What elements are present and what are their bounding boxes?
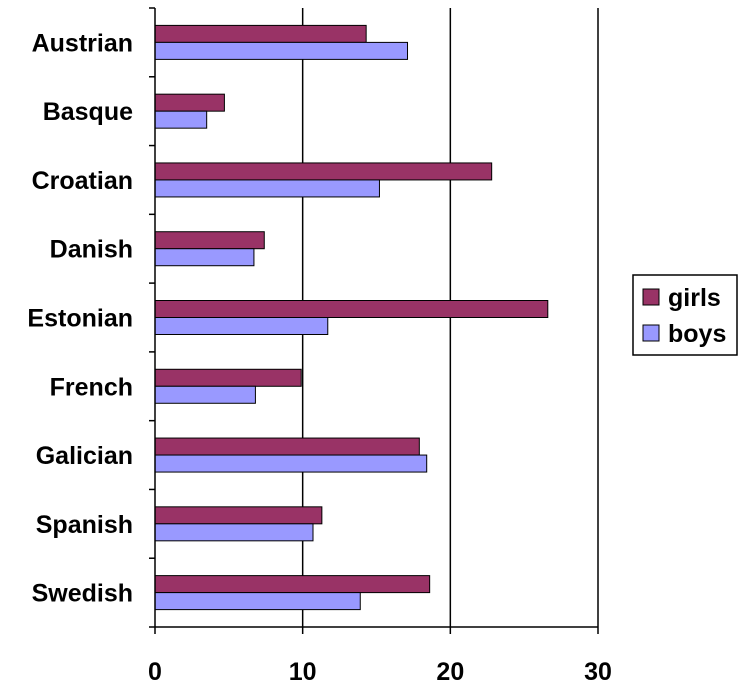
legend: girls boys <box>632 274 738 356</box>
category-label: French <box>50 373 133 401</box>
legend-label-girls: girls <box>668 284 721 312</box>
x-tick-label: 20 <box>436 658 464 685</box>
bar-girls-french <box>154 368 302 387</box>
legend-swatch-girls <box>642 288 660 306</box>
legend-label-boys: boys <box>668 320 726 348</box>
legend-box <box>632 274 738 356</box>
bar-girls-basque <box>154 93 225 112</box>
x-tick-labels: 0 10 20 30 <box>148 658 612 685</box>
bar-boys-austrian <box>154 41 409 60</box>
bar-girls-spanish <box>154 506 323 525</box>
x-tick-label: 30 <box>584 658 612 685</box>
bar-girls-danish <box>154 231 265 250</box>
category-label: Swedish <box>32 580 133 608</box>
x-tick-label: 0 <box>148 658 162 685</box>
category-labels: Austrian Basque Croatian Danish Estonian Fren… <box>27 29 133 607</box>
bar-boys-swedish <box>154 592 361 611</box>
axes <box>149 7 599 634</box>
bar-boys-croatian <box>154 179 380 198</box>
bar-boys-estonian <box>154 317 329 335</box>
bar-girls-swedish <box>154 575 431 594</box>
legend-swatch-boys <box>642 324 660 342</box>
category-label: Galician <box>36 442 133 470</box>
category-label: Spanish <box>36 511 133 539</box>
bar-boys-danish <box>154 248 255 267</box>
x-tick-label: 10 <box>289 658 317 685</box>
bar-girls-croatian <box>154 162 493 181</box>
bar-girls-galician <box>154 437 420 456</box>
category-label: Croatian <box>32 167 133 195</box>
bar-boys-basque <box>154 110 208 129</box>
category-label: Danish <box>50 236 133 264</box>
category-label: Basque <box>43 98 133 126</box>
bar-girls-austrian <box>154 24 367 43</box>
bars <box>154 24 549 611</box>
bar-girls-estonian <box>154 300 549 318</box>
category-label: Austrian <box>32 29 133 57</box>
bar-boys-galician <box>154 454 428 473</box>
bar-boys-french <box>154 385 256 404</box>
bar-boys-spanish <box>154 523 314 542</box>
category-label: Estonian <box>27 305 133 333</box>
